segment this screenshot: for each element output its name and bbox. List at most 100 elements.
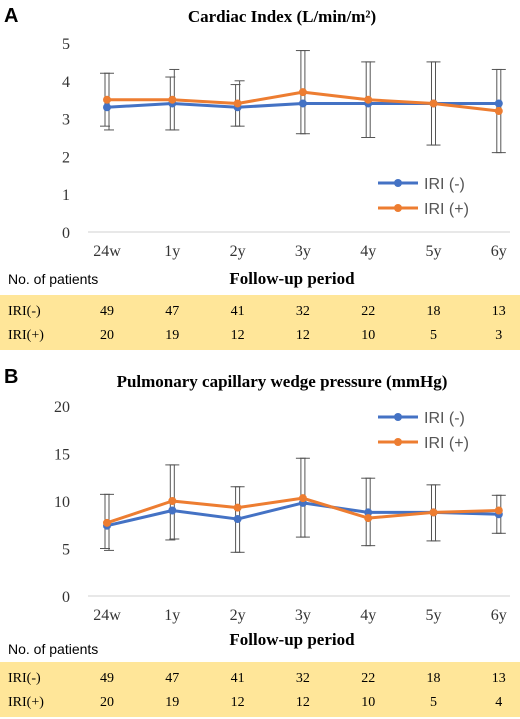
table-cell: 12 — [296, 328, 310, 343]
data-point — [298, 494, 307, 503]
data-point — [429, 508, 438, 517]
x-tick-label: 6y — [491, 243, 507, 260]
legend-marker — [394, 179, 402, 187]
data-point — [494, 506, 503, 515]
patients-table-bg — [0, 662, 520, 717]
table-cell: 19 — [165, 328, 179, 343]
table-row-label: IRI(+) — [8, 328, 44, 343]
table-cell: 20 — [100, 328, 114, 343]
x-tick-label: 2y — [230, 607, 246, 624]
legend-item: IRI (+) — [378, 435, 469, 452]
table-cell: 18 — [427, 671, 441, 686]
data-point — [364, 508, 373, 517]
y-tick-label: 5 — [62, 36, 70, 53]
y-tick-label: 4 — [62, 74, 70, 91]
data-point — [233, 503, 242, 512]
table-cell: 5 — [430, 695, 437, 710]
x-tick-label: 5y — [426, 607, 442, 624]
table-cell: 5 — [430, 328, 437, 343]
x-axis-label: Follow-up period — [229, 269, 355, 288]
x-tick-label: 3y — [295, 243, 311, 260]
panel-letter: A — [4, 5, 18, 27]
data-point — [168, 497, 177, 505]
y-tick-label: 1 — [62, 187, 70, 204]
data-point — [103, 103, 111, 112]
patients-caption: No. of patients — [8, 641, 98, 657]
data-point — [168, 95, 177, 104]
x-tick-label: 4y — [360, 243, 376, 260]
chart-panel-b: B Pulmonary capillary wedge pressure (mmH… — [0, 366, 520, 717]
table-cell: 41 — [231, 304, 245, 319]
data-point — [429, 99, 438, 108]
table-cell: 4 — [495, 695, 502, 710]
y-tick-label: 20 — [54, 399, 70, 416]
x-tick-label: 24w — [93, 243, 121, 260]
data-point — [233, 515, 242, 524]
table-cell: 32 — [296, 671, 310, 686]
table-cell: 19 — [165, 695, 179, 710]
data-point — [103, 95, 111, 104]
legend-item: IRI (-) — [378, 410, 465, 427]
data-point — [233, 99, 242, 108]
table-cell: 22 — [361, 671, 375, 686]
y-tick-label: 2 — [62, 149, 70, 166]
table-cell: 12 — [296, 695, 310, 710]
x-tick-label: 2y — [230, 243, 246, 260]
x-tick-label: 1y — [164, 607, 180, 624]
y-tick-label: 5 — [62, 542, 70, 559]
legend-label: IRI (+) — [424, 435, 469, 452]
table-cell: 49 — [100, 304, 114, 319]
table-cell: 47 — [165, 671, 179, 686]
x-tick-label: 1y — [164, 243, 180, 260]
legend-item: IRI (+) — [378, 201, 469, 218]
data-point — [494, 107, 503, 116]
y-tick-label: 0 — [62, 225, 70, 242]
patients-table-bg — [0, 295, 520, 350]
x-tick-label: 3y — [295, 607, 311, 624]
table-cell: 13 — [492, 304, 506, 319]
legend-label: IRI (-) — [424, 176, 465, 193]
table-cell: 22 — [361, 304, 375, 319]
chart-title: Pulmonary capillary wedge pressure (mmHg… — [117, 372, 448, 391]
data-point — [364, 95, 373, 104]
data-point — [298, 88, 307, 97]
table-row-label: IRI(+) — [8, 695, 44, 710]
table-cell: 12 — [231, 328, 245, 343]
x-tick-label: 24w — [93, 607, 121, 624]
table-cell: 49 — [100, 671, 114, 686]
y-tick-label: 0 — [62, 589, 70, 606]
x-tick-label: 4y — [360, 607, 376, 624]
patients-caption: No. of patients — [8, 271, 98, 287]
data-point — [168, 506, 177, 515]
table-cell: 3 — [495, 328, 502, 343]
legend-marker — [394, 413, 402, 421]
y-tick-label: 3 — [62, 112, 70, 129]
table-cell: 47 — [165, 304, 179, 319]
legend-marker — [394, 204, 402, 212]
table-cell: 32 — [296, 304, 310, 319]
x-tick-label: 5y — [426, 243, 442, 260]
x-tick-label: 6y — [491, 607, 507, 624]
data-point — [364, 514, 373, 523]
x-axis-label: Follow-up period — [229, 630, 355, 649]
table-cell: 12 — [231, 695, 245, 710]
legend-item: IRI (-) — [378, 176, 465, 193]
table-cell: 41 — [231, 671, 245, 686]
table-row-label: IRI(-) — [8, 671, 41, 686]
chart-title: Cardiac Index (L/min/m²) — [188, 7, 376, 26]
legend-label: IRI (+) — [424, 201, 469, 218]
table-row-label: IRI(-) — [8, 304, 41, 319]
table-cell: 10 — [361, 328, 375, 343]
y-tick-label: 10 — [54, 494, 70, 511]
data-point — [298, 99, 307, 108]
legend-label: IRI (-) — [424, 410, 465, 427]
panel-letter: B — [4, 366, 18, 388]
table-cell: 10 — [361, 695, 375, 710]
table-cell: 13 — [492, 671, 506, 686]
table-cell: 20 — [100, 695, 114, 710]
legend-marker — [394, 438, 402, 446]
y-tick-label: 15 — [54, 447, 70, 464]
data-point — [494, 99, 503, 108]
